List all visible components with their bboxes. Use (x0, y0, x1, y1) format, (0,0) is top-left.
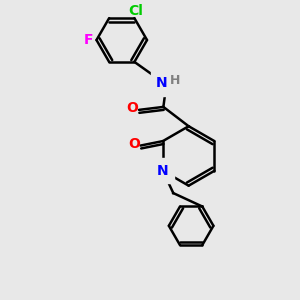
Text: O: O (128, 137, 140, 151)
Text: Cl: Cl (128, 4, 143, 18)
Text: O: O (127, 101, 138, 116)
Text: F: F (83, 33, 93, 47)
Text: N: N (156, 76, 168, 90)
Text: H: H (169, 74, 180, 87)
Text: N: N (157, 164, 169, 178)
